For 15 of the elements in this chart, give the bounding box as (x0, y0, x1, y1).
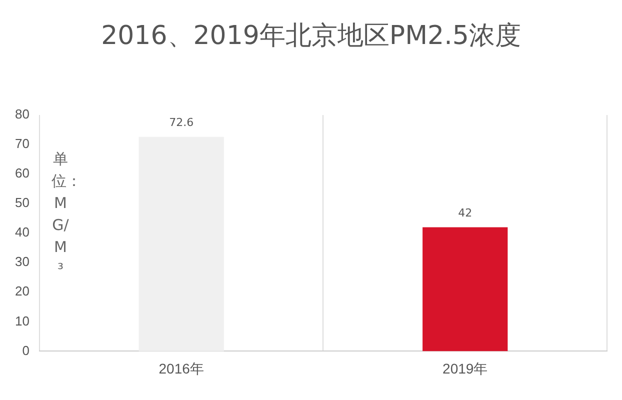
y-tick-label: 20 (14, 284, 30, 299)
y-tick-label: 0 (22, 342, 30, 358)
y-tick-label: 70 (14, 136, 30, 152)
y-axis-title: 单位：MG/M³ (51, 149, 82, 280)
y-tick-label: 50 (14, 195, 30, 210)
y-tick-label: 60 (14, 166, 30, 181)
chart-title: 2016、2019年北京地区PM2.5浓度 (100, 20, 522, 53)
y-tick-label: 10 (14, 313, 30, 328)
data-label: 42 (458, 206, 472, 220)
y-tick-label: 40 (14, 224, 30, 240)
x-tick-label: 2019年 (442, 360, 488, 376)
data-label: 72.6 (169, 116, 194, 130)
y-tick-label: 30 (14, 254, 30, 270)
y-tick-label: 80 (14, 106, 30, 122)
x-tick-label: 2016年 (158, 360, 204, 376)
